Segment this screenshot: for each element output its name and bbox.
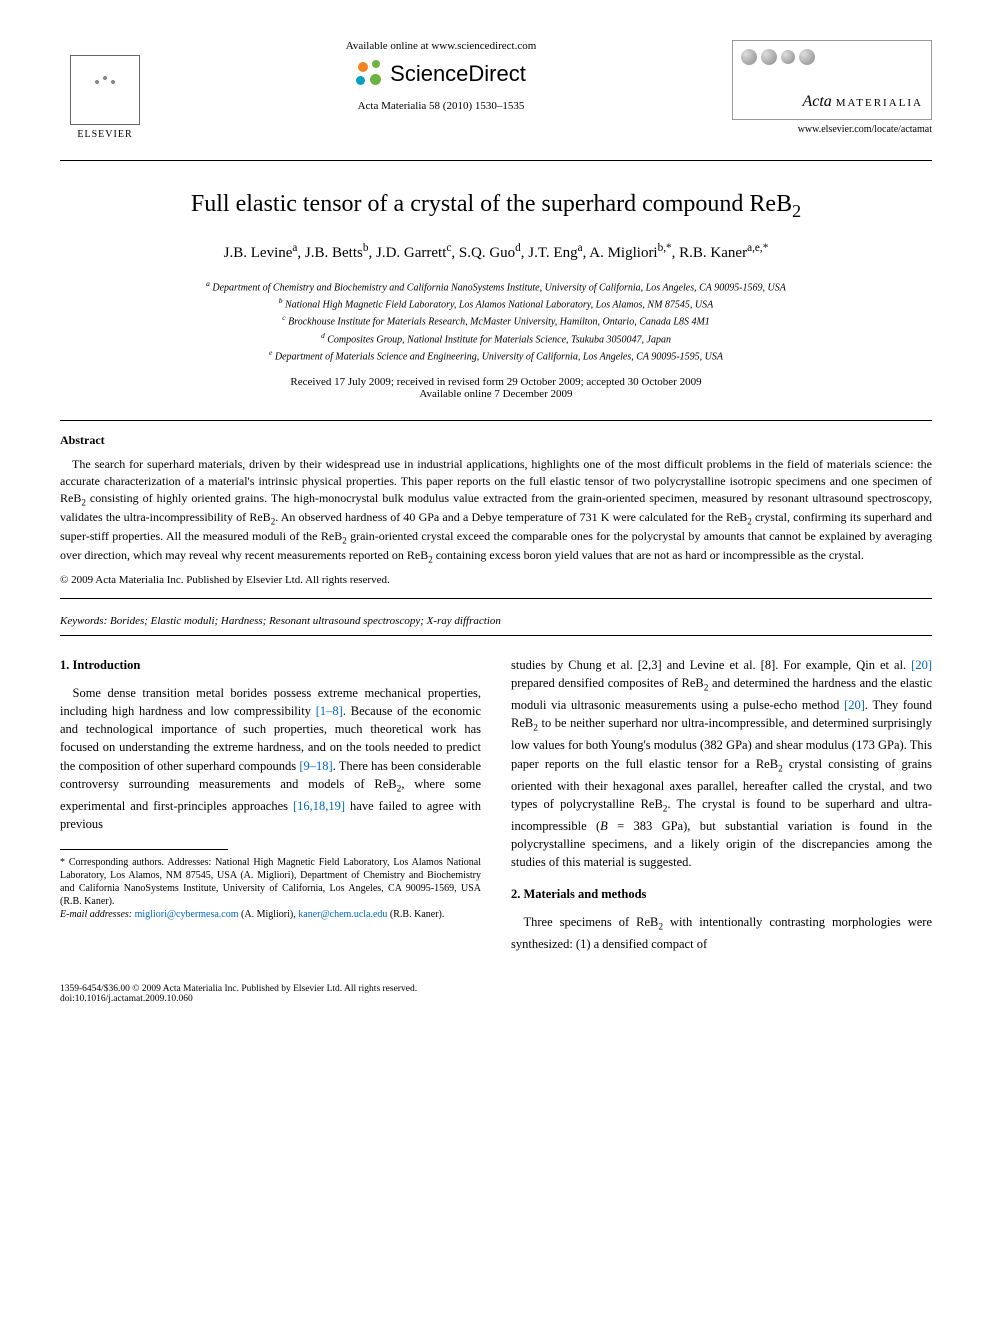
acta-title: Acta MATERIALIA xyxy=(741,93,923,111)
affiliations: a Department of Chemistry and Biochemist… xyxy=(60,278,932,365)
elsevier-logo: ELSEVIER xyxy=(60,40,150,140)
center-header: Available online at www.sciencedirect.co… xyxy=(150,40,732,112)
methods-heading: 2. Materials and methods xyxy=(511,885,932,903)
sciencedirect-dots-icon xyxy=(356,60,384,88)
elsevier-tree-icon xyxy=(70,55,140,125)
available-online-text: Available online at www.sciencedirect.co… xyxy=(170,40,712,52)
affiliation-a: a Department of Chemistry and Biochemist… xyxy=(60,278,932,295)
abstract-copyright: © 2009 Acta Materialia Inc. Published by… xyxy=(60,574,932,586)
corresponding-text: * Corresponding authors. Addresses: Nati… xyxy=(60,856,481,908)
keywords-label: Keywords: xyxy=(60,615,107,627)
corresponding-author-footnote: * Corresponding authors. Addresses: Nati… xyxy=(60,856,481,921)
header-rule xyxy=(60,160,932,161)
acta-caps: MATERIALIA xyxy=(836,97,923,109)
abstract-text: The search for superhard materials, driv… xyxy=(60,456,932,566)
email-2[interactable]: kaner@chem.ucla.edu xyxy=(298,909,387,920)
intro-heading: 1. Introduction xyxy=(60,656,481,674)
acta-italic: Acta xyxy=(802,93,831,110)
journal-url: www.elsevier.com/locate/actamat xyxy=(732,124,932,135)
footnote-separator xyxy=(60,849,228,850)
footer: 1359-6454/$36.00 © 2009 Acta Materialia … xyxy=(60,984,932,1004)
abstract-section: Abstract The search for superhard materi… xyxy=(60,420,932,599)
dates-online: Available online 7 December 2009 xyxy=(60,388,932,400)
footer-copyright: 1359-6454/$36.00 © 2009 Acta Materialia … xyxy=(60,984,932,994)
acta-spheres-icon xyxy=(741,49,923,65)
affiliation-c: c Brockhouse Institute for Materials Res… xyxy=(60,312,932,329)
email-2-name: (R.B. Kaner). xyxy=(390,909,444,920)
affiliation-e: e Department of Materials Science and En… xyxy=(60,347,932,364)
keywords-row: Keywords: Borides; Elastic moduli; Hardn… xyxy=(60,607,932,636)
acta-box: Acta MATERIALIA xyxy=(732,40,932,120)
sciencedirect-text: ScienceDirect xyxy=(390,61,526,87)
intro-para-right: studies by Chung et al. [2,3] and Levine… xyxy=(511,656,932,871)
affiliation-d: d Composites Group, National Institute f… xyxy=(60,330,932,347)
left-column: 1. Introduction Some dense transition me… xyxy=(60,656,481,960)
dates-received: Received 17 July 2009; received in revis… xyxy=(60,376,932,388)
elsevier-label: ELSEVIER xyxy=(77,129,132,140)
intro-para-left: Some dense transition metal borides poss… xyxy=(60,684,481,833)
email-line: E-mail addresses: migliori@cybermesa.com… xyxy=(60,908,481,921)
email-1[interactable]: migliori@cybermesa.com xyxy=(135,909,239,920)
right-column: studies by Chung et al. [2,3] and Levine… xyxy=(511,656,932,960)
footer-doi: doi:10.1016/j.actamat.2009.10.060 xyxy=(60,994,932,1004)
author-list: J.B. Levinea, J.B. Bettsb, J.D. Garrettc… xyxy=(60,242,932,262)
acta-materialia-logo: Acta MATERIALIA www.elsevier.com/locate/… xyxy=(732,40,932,135)
keywords-list: Borides; Elastic moduli; Hardness; Reson… xyxy=(110,615,501,627)
abstract-heading: Abstract xyxy=(60,433,932,448)
email-1-name: (A. Migliori), xyxy=(241,909,296,920)
affiliation-b: b National High Magnetic Field Laborator… xyxy=(60,295,932,312)
sciencedirect-logo: ScienceDirect xyxy=(170,60,712,88)
email-label: E-mail addresses: xyxy=(60,909,132,920)
article-dates: Received 17 July 2009; received in revis… xyxy=(60,376,932,400)
article-title: Full elastic tensor of a crystal of the … xyxy=(60,191,932,222)
body-columns: 1. Introduction Some dense transition me… xyxy=(60,656,932,960)
journal-reference: Acta Materialia 58 (2010) 1530–1535 xyxy=(170,100,712,112)
page-header: ELSEVIER Available online at www.science… xyxy=(60,40,932,140)
methods-para: Three specimens of ReB2 with intentional… xyxy=(511,913,932,953)
